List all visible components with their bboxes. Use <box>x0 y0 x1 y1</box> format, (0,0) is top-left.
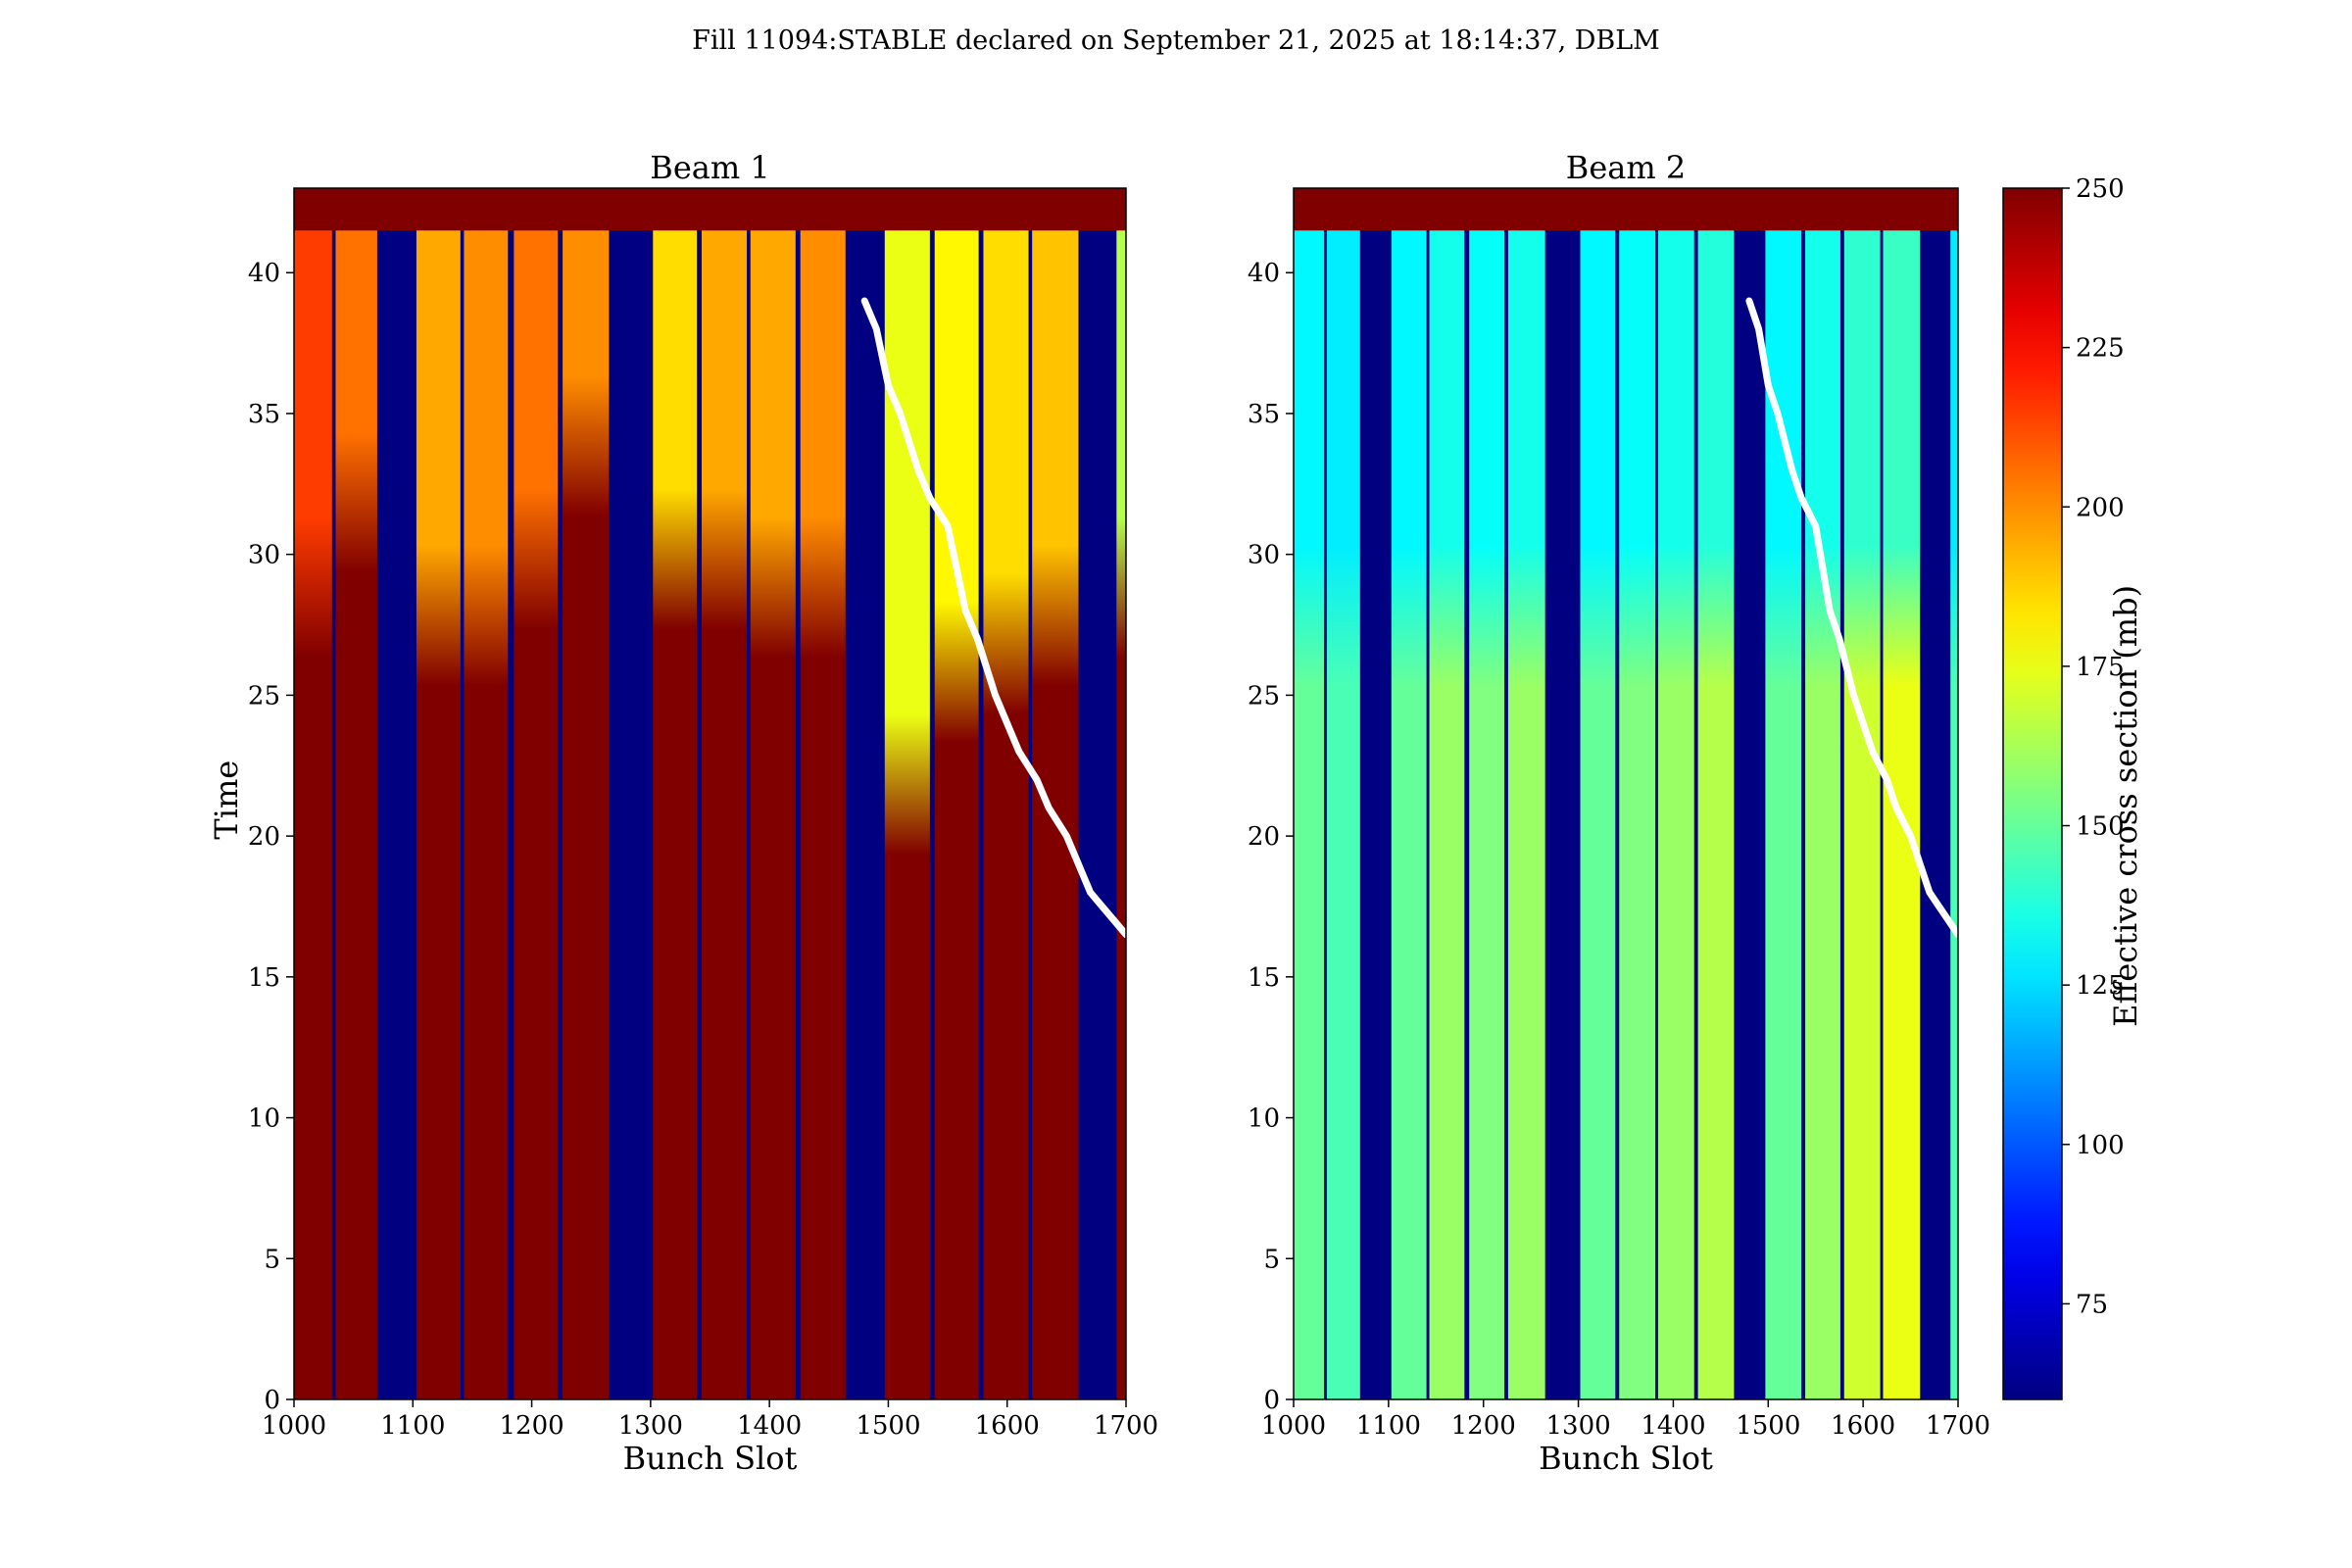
bunch-train <box>1391 230 1427 1399</box>
beam-1-heatmap <box>294 188 1126 1399</box>
x-tick-label: 1300 <box>1545 1411 1610 1441</box>
x-tick-label: 1200 <box>499 1411 564 1441</box>
beam-1-title: Beam 1 <box>650 149 769 186</box>
beam-2-heatmap <box>1294 188 1958 1399</box>
y-tick-label: 35 <box>248 400 280 429</box>
heatmap-top-band <box>1294 188 1958 231</box>
beam-2-axes-frame <box>1293 187 1959 1400</box>
beam-1-x-axis-label: Bunch Slot <box>623 1440 798 1477</box>
colorbar-tick-label: 150 <box>2076 812 2125 842</box>
beam-1-overlay <box>860 297 1126 939</box>
y-tick-label: 35 <box>1248 400 1280 429</box>
bunch-train <box>1765 230 1802 1399</box>
beam-2-title: Beam 2 <box>1566 149 1686 186</box>
overlay-line <box>1745 297 1958 939</box>
y-tick-label: 15 <box>248 963 280 993</box>
colorbar-tick-label: 100 <box>2076 1131 2125 1160</box>
colorbar-tick-label: 250 <box>2076 174 2125 204</box>
x-tick-label: 1400 <box>737 1411 802 1441</box>
bunch-train <box>563 230 610 1399</box>
y-tick-label: 40 <box>1248 259 1280 288</box>
bunch-train <box>983 230 1029 1399</box>
bunch-train <box>1507 230 1545 1399</box>
bunch-train <box>514 230 559 1399</box>
bunch-train <box>750 230 796 1399</box>
bunch-train <box>934 230 979 1399</box>
bunch-train <box>1469 230 1505 1399</box>
x-tick-label: 1600 <box>1831 1411 1895 1441</box>
colorbar-tick-label: 225 <box>2076 334 2125 364</box>
heatmap-top-band <box>294 188 1126 231</box>
bunch-train <box>653 230 698 1399</box>
beam-2-y-ticks: 0 5 10 15 20 25 30 35 40 <box>1248 259 1294 1415</box>
y-tick-label: 40 <box>248 259 280 288</box>
colorbar-label: Effective cross section (mb) <box>2107 585 2144 1027</box>
x-tick-label: 1000 <box>1261 1411 1326 1441</box>
y-tick-label: 25 <box>248 681 280 710</box>
y-tick-label: 30 <box>1248 541 1280 570</box>
x-tick-label: 1500 <box>856 1411 920 1441</box>
colorbar-tick-label: 75 <box>2076 1290 2108 1319</box>
y-tick-label: 0 <box>264 1386 280 1415</box>
y-tick-label: 0 <box>1263 1386 1280 1415</box>
beam-1-y-ticks: 0 5 10 15 20 25 30 35 40 <box>248 259 294 1415</box>
colorbar-gradient <box>2003 188 2062 1399</box>
colorbar-tick-label: 175 <box>2076 653 2125 682</box>
colorbar-frame <box>2002 187 2063 1400</box>
bunch-train <box>1580 230 1616 1399</box>
x-tick-label: 1300 <box>618 1411 683 1441</box>
bunch-train <box>1619 230 1656 1399</box>
bunch-train <box>1326 230 1360 1399</box>
beam-1-panel: Beam 1 1000 1100 1200 1300 1400 1500 1600 1700 … <box>208 149 1158 1477</box>
x-tick-label: 1100 <box>380 1411 445 1441</box>
x-tick-label: 1500 <box>1736 1411 1800 1441</box>
beam-1-axes-frame <box>293 187 1127 1400</box>
y-tick-label: 10 <box>248 1104 280 1134</box>
x-tick-label: 1200 <box>1451 1411 1516 1441</box>
x-tick-label: 1600 <box>975 1411 1040 1441</box>
bunch-train <box>800 230 846 1399</box>
y-tick-label: 5 <box>1263 1245 1280 1274</box>
beam-2-panel: Beam 2 1000 1100 1200 1300 1400 1500 1600 1700 … <box>1248 149 1990 1477</box>
colorbar-tick-label: 125 <box>2076 971 2125 1001</box>
beam-1-y-axis-label: Time <box>208 760 245 840</box>
bunch-train <box>294 230 332 1399</box>
y-tick-label: 15 <box>1248 963 1280 993</box>
bunch-train <box>1697 230 1735 1399</box>
y-tick-label: 20 <box>248 822 280 852</box>
y-tick-label: 10 <box>1248 1104 1280 1134</box>
x-tick-label: 1700 <box>1094 1411 1158 1441</box>
bunch-train <box>1805 230 1840 1399</box>
figure-title: Fill 11094:STABLE declared on September … <box>692 25 1660 56</box>
y-tick-label: 5 <box>264 1245 280 1274</box>
y-tick-label: 25 <box>1248 681 1280 710</box>
colorbar-tick-label: 200 <box>2076 493 2125 522</box>
bunch-train <box>1843 230 1881 1399</box>
colorbar-ticks: 75 100 125 150 175 200 225 250 <box>2062 174 2125 1319</box>
beam-2-x-ticks: 1000 1100 1200 1300 1400 1500 1600 1700 <box>1261 1399 1990 1441</box>
overlay-line <box>860 297 1126 939</box>
bunch-train <box>702 230 748 1399</box>
beam-2-overlay <box>1745 297 1958 939</box>
bunch-train <box>1116 230 1126 1399</box>
x-tick-label: 1000 <box>262 1411 326 1441</box>
beam-1-x-ticks: 1000 1100 1200 1300 1400 1500 1600 1700 <box>262 1399 1158 1441</box>
beam-2-x-axis-label: Bunch Slot <box>1539 1440 1713 1477</box>
bunch-train <box>464 230 509 1399</box>
x-tick-label: 1400 <box>1641 1411 1705 1441</box>
bunch-train <box>416 230 461 1399</box>
y-tick-label: 20 <box>1248 822 1280 852</box>
bunch-train <box>1294 230 1324 1399</box>
x-tick-label: 1700 <box>1926 1411 1990 1441</box>
colorbar: 75 100 125 150 175 200 225 250 Effective cross … <box>2002 174 2144 1400</box>
bunch-train <box>1950 230 1958 1399</box>
bunch-train <box>884 230 930 1399</box>
bunch-train <box>1657 230 1694 1399</box>
y-tick-label: 30 <box>248 541 280 570</box>
x-tick-label: 1100 <box>1356 1411 1421 1441</box>
bunch-train <box>1429 230 1465 1399</box>
bunch-train <box>335 230 377 1399</box>
